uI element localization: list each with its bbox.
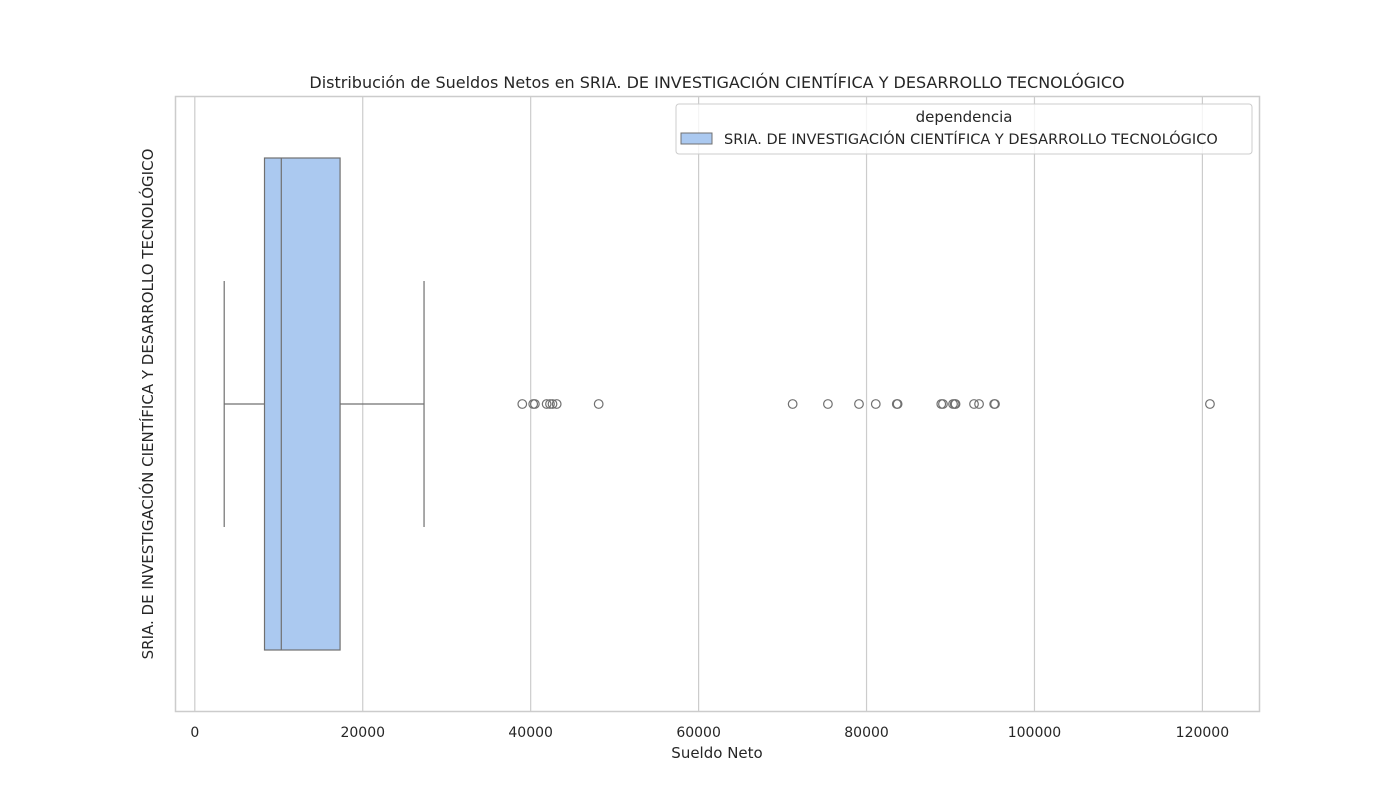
x-tick-label-3: 60000: [676, 725, 721, 741]
x-tick-label-6: 120000: [1176, 725, 1229, 741]
legend-frame: [675, 103, 1253, 155]
outlier-point-6: [551, 399, 562, 409]
outlier-point-3: [541, 399, 552, 409]
outlier-point-11: [870, 399, 881, 409]
outlier-point-23: [1205, 399, 1215, 409]
outlier-point-15: [938, 399, 948, 409]
outlier-point-22: [990, 399, 1000, 409]
outlier-point-18: [950, 399, 961, 409]
x-tick-label-2: 40000: [508, 725, 553, 741]
outlier-point-8: [787, 399, 798, 409]
box-layer: [223, 157, 425, 651]
outlier-point-19: [969, 399, 979, 409]
legend-title: dependencia: [916, 108, 1013, 126]
plot-frame: [174, 95, 1261, 713]
outlier-point-10: [854, 399, 864, 409]
outlier-point-20: [974, 399, 984, 409]
outlier-point-5: [547, 399, 558, 409]
iqr-box: [263, 157, 341, 651]
outlier-point-0: [517, 399, 528, 409]
x-tick-label-0: 0: [190, 725, 199, 741]
outlier-point-2: [529, 399, 540, 409]
x-tick-label-1: 20000: [340, 725, 385, 741]
x-tick-labels: 0 20000 40000 60000 80000 100000 120000: [190, 725, 1229, 741]
y-axis-label: SRIA. DE INVESTIGACIÓN CIENTÍFICA Y DESA…: [138, 149, 157, 660]
legend: dependencia SRIA. DE INVESTIGACIÓN CIENT…: [675, 103, 1253, 155]
legend-entry-label: SRIA. DE INVESTIGACIÓN CIENTÍFICA Y DESA…: [724, 130, 1218, 148]
outlier-point-13: [892, 399, 903, 409]
x-axis-label: Sueldo Neto: [671, 744, 762, 762]
outliers: [517, 399, 1215, 409]
outlier-point-9: [823, 399, 833, 409]
outlier-point-7: [593, 399, 604, 409]
x-tick-label-5: 100000: [1008, 725, 1061, 741]
legend-swatch: [680, 132, 713, 145]
chart-title: Distribución de Sueldos Netos en SRIA. D…: [309, 73, 1124, 92]
x-tick-label-4: 80000: [844, 725, 889, 741]
outlier-point-4: [545, 399, 555, 409]
